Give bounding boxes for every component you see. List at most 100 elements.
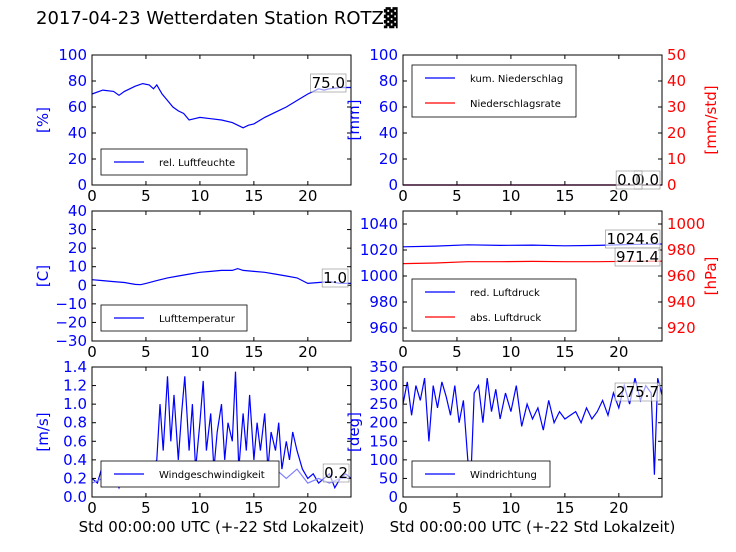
- temperature-xtick-label: 0: [87, 343, 97, 361]
- pressure-ytick-right-label: 960: [667, 267, 696, 285]
- temperature-plot-frame: [91, 210, 352, 342]
- winddir-xtick-label: 0: [398, 499, 408, 517]
- humidity-ytick-label: 80: [68, 72, 87, 90]
- pressure-xtick-label: 5: [452, 343, 462, 361]
- temperature-xtick-label: 20: [298, 343, 317, 361]
- pressure-ylabel-right: [hPa]: [702, 257, 720, 296]
- winddir-plot-frame: [402, 366, 663, 498]
- windspeed-current-value: 0.2: [324, 464, 348, 482]
- winddir-ytick-label: 350: [369, 358, 398, 376]
- humidity-ytick-label: 40: [68, 124, 87, 142]
- winddir-ytick-label: 50: [379, 469, 398, 487]
- precipitation-plot-frame: [402, 54, 663, 186]
- humidity-xtick-label: 5: [141, 187, 151, 205]
- windspeed-plot-frame: [91, 366, 352, 498]
- humidity-series-0-line: [91, 82, 351, 129]
- windspeed-ytick-label: 0.8: [63, 414, 87, 432]
- temperature-legend-label: Lufttemperatur: [159, 314, 236, 325]
- humidity-current-value-box: [310, 73, 347, 93]
- pressure-ytick-right-label: 940: [667, 293, 696, 311]
- windspeed-ytick-label: 1.0: [63, 395, 87, 413]
- winddir-xlabel: Std 00:00:00 UTC (+-22 Std Lokalzeit): [390, 518, 676, 536]
- winddir-legend-label: Windrichtung: [470, 470, 537, 481]
- pressure-ytick-right-label: 920: [667, 319, 696, 337]
- temperature-ytick-label: 30: [68, 221, 87, 239]
- pressure-legend-label: abs. Luftdruck: [470, 313, 541, 324]
- precipitation-xtick-label: 20: [609, 187, 628, 205]
- winddir-current-value-box: [614, 382, 661, 402]
- pressure-ytick-right-label: 980: [667, 241, 696, 259]
- precipitation-ytick-label: 60: [379, 98, 398, 116]
- windspeed-ytick-label: 0.2: [63, 469, 87, 487]
- winddir-ytick-label: 0: [388, 488, 398, 506]
- winddir-current-value: 275.7: [616, 383, 659, 401]
- humidity-xtick-label: 10: [190, 187, 209, 205]
- windspeed-ylabel: [m/s]: [34, 412, 52, 451]
- pressure-xtick-label: 15: [555, 343, 574, 361]
- pressure-ytick-label: 1020: [360, 241, 398, 259]
- precipitation-legend-label: Niederschlagsrate: [470, 99, 561, 110]
- windspeed-ytick-label: 1.4: [63, 358, 87, 376]
- precipitation-current-value-secondary: 0.0: [617, 171, 641, 189]
- precipitation-ytick-right-label: 20: [667, 124, 686, 142]
- winddir-ytick-label: 250: [369, 395, 398, 413]
- humidity-current-value: 75.0: [312, 74, 345, 92]
- temperature-ytick-label: 0: [77, 276, 87, 294]
- winddir-ytick-label: 100: [369, 451, 398, 469]
- winddir-xtick-label: 5: [452, 499, 462, 517]
- precipitation-ytick-label: 100: [369, 46, 398, 64]
- pressure-xtick-label: 0: [398, 343, 408, 361]
- temperature-ytick-label: −10: [55, 295, 87, 313]
- windspeed-legend-label: Windgeschwindigkeit: [159, 470, 265, 481]
- humidity-ytick-label: 0: [77, 176, 87, 194]
- winddir-ytick-label: 200: [369, 414, 398, 432]
- winddir-series-0-line: [402, 377, 663, 475]
- precipitation-ytick-label: 40: [379, 124, 398, 142]
- windspeed-legend-box: [100, 460, 280, 488]
- pressure-xtick-label: 20: [609, 343, 628, 361]
- windspeed-current-value-box: [322, 463, 350, 483]
- winddir-ylabel: [deg]: [345, 412, 363, 452]
- precipitation-ytick-label: 0: [388, 176, 398, 194]
- temperature-ytick-label: 10: [68, 258, 87, 276]
- precipitation-legend-box: [411, 64, 577, 118]
- humidity-ytick-label: 100: [58, 46, 87, 64]
- winddir-xtick-label: 15: [555, 499, 574, 517]
- pressure-ytick-label: 1040: [360, 215, 398, 233]
- pressure-xtick-label: 10: [501, 343, 520, 361]
- temperature-current-value: 1.0: [323, 269, 347, 287]
- precipitation-ytick-right-label: 10: [667, 150, 686, 168]
- precipitation-current-value-secondary-box: [615, 170, 643, 190]
- windspeed-xtick-label: 15: [244, 499, 263, 517]
- winddir-legend-box: [411, 460, 551, 488]
- temperature-xtick-label: 5: [141, 343, 151, 361]
- precipitation-legend-label: kum. Niederschlag: [470, 74, 563, 85]
- humidity-legend-label: rel. Luftfeuchte: [159, 158, 235, 169]
- windspeed-ytick-label: 1.2: [63, 377, 87, 395]
- temperature-current-value-box: [321, 268, 349, 288]
- precipitation-xtick-label: 15: [555, 187, 574, 205]
- windspeed-xtick-label: 20: [298, 499, 317, 517]
- precipitation-ytick-label: 80: [379, 72, 398, 90]
- windspeed-ytick-label: 0.4: [63, 451, 87, 469]
- temperature-ytick-label: 20: [68, 239, 87, 257]
- temperature-ytick-label: 40: [68, 202, 87, 220]
- precipitation-ylabel-right: [mm/std]: [702, 85, 720, 154]
- windspeed-ytick-label: 0.6: [63, 432, 87, 450]
- pressure-legend-label: red. Luftdruck: [470, 288, 540, 299]
- humidity-xtick-label: 15: [244, 187, 263, 205]
- windspeed-xtick-label: 0: [87, 499, 97, 517]
- precipitation-ytick-right-label: 50: [667, 46, 686, 64]
- precipitation-ytick-right-label: 30: [667, 98, 686, 116]
- windspeed-xlabel: Std 00:00:00 UTC (+-22 Std Lokalzeit): [79, 518, 365, 536]
- pressure-current-value-secondary: 971.4: [616, 248, 659, 266]
- pressure-ytick-label: 1000: [360, 267, 398, 285]
- winddir-xtick-label: 20: [609, 499, 628, 517]
- winddir-ytick-label: 300: [369, 377, 398, 395]
- temperature-ylabel: [C]: [34, 265, 52, 287]
- precipitation-xtick-label: 5: [452, 187, 462, 205]
- pressure-ytick-label: 960: [369, 319, 398, 337]
- winddir-ytick-label: 150: [369, 432, 398, 450]
- humidity-plot-frame: [91, 54, 352, 186]
